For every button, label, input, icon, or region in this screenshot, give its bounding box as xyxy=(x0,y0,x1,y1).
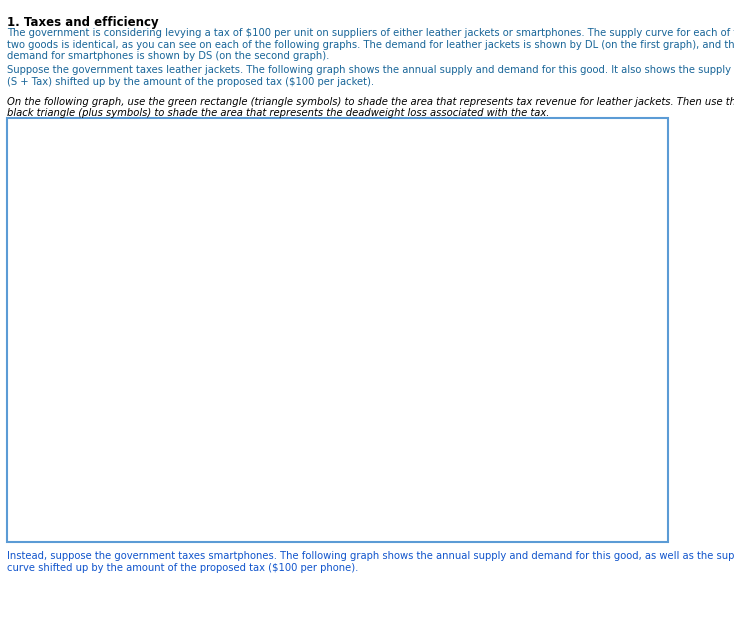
Text: 1. Taxes and efficiency: 1. Taxes and efficiency xyxy=(7,16,159,29)
Text: Tax Revenue: Tax Revenue xyxy=(454,272,525,282)
Text: Supply: Supply xyxy=(252,179,288,189)
Text: $D_L$: $D_L$ xyxy=(299,358,313,372)
X-axis label: QUANTITY (Jackets): QUANTITY (Jackets) xyxy=(189,530,303,540)
Text: Deadweight Loss: Deadweight Loss xyxy=(442,359,537,369)
Text: The government is considering levying a tax of $100 per unit on suppliers of eit: The government is considering levying a … xyxy=(7,28,734,61)
Title: Leather Jackets Market: Leather Jackets Market xyxy=(164,138,327,150)
Y-axis label: PRICE (Dollars per jacket): PRICE (Dollars per jacket) xyxy=(29,256,40,407)
Text: Instead, suppose the government taxes smartphones. The following graph shows the: Instead, suppose the government taxes sm… xyxy=(7,551,734,573)
Polygon shape xyxy=(450,302,529,330)
Text: Suppose the government taxes leather jackets. The following graph shows the annu: Suppose the government taxes leather jac… xyxy=(7,65,734,87)
FancyBboxPatch shape xyxy=(443,211,536,245)
Text: On the following graph, use the green rectangle (triangle symbols) to shade the : On the following graph, use the green re… xyxy=(7,97,734,118)
Text: S+Tax: S+Tax xyxy=(152,204,184,214)
Text: ?: ? xyxy=(639,140,645,152)
